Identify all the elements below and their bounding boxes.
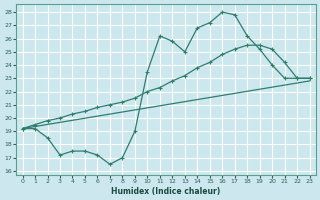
X-axis label: Humidex (Indice chaleur): Humidex (Indice chaleur) (111, 187, 221, 196)
